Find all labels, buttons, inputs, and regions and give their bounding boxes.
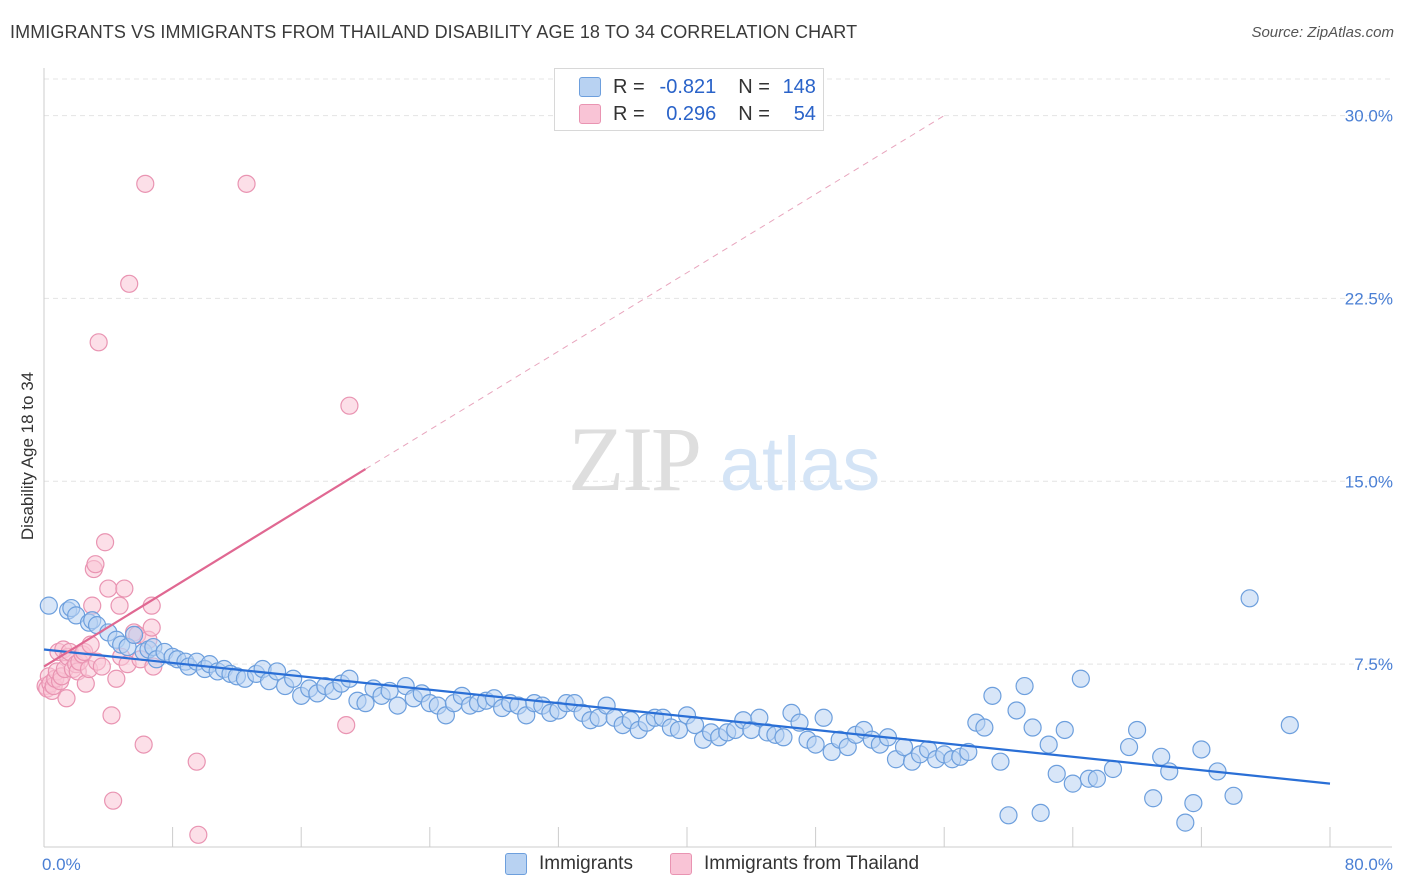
source-label: Source: ZipAtlas.com bbox=[1251, 24, 1394, 41]
watermark: ZIP atlas bbox=[568, 408, 880, 510]
bottom-legend-immigrants: Immigrants bbox=[505, 851, 633, 877]
immigrants-point bbox=[983, 686, 1002, 705]
thailand-point bbox=[142, 618, 161, 637]
thailand-point bbox=[86, 555, 105, 574]
grid-lines bbox=[44, 78, 1392, 665]
legend-row-thailand: R = 0.296 N = 54 bbox=[579, 102, 816, 126]
legend-n-value: 54 bbox=[793, 102, 816, 125]
immigrants-point bbox=[1071, 669, 1090, 688]
immigrants-point bbox=[975, 718, 994, 737]
legend-n-label: N = bbox=[738, 75, 770, 98]
thailand-point bbox=[89, 333, 108, 352]
thailand-point bbox=[57, 689, 76, 708]
immigrants-point bbox=[1103, 759, 1123, 779]
x-tick-label: 0.0% bbox=[42, 855, 81, 874]
legend-r-value: 0.296 bbox=[666, 102, 717, 125]
legend-r-label: R = bbox=[613, 75, 645, 98]
thailand-point bbox=[110, 596, 129, 615]
bottom-legend-swatch-blue bbox=[505, 853, 527, 875]
immigrants-point bbox=[806, 735, 825, 754]
legend-r-value: -0.821 bbox=[659, 75, 717, 98]
x-tick-label: 80.0% bbox=[1345, 855, 1393, 874]
immigrants-point bbox=[750, 708, 769, 727]
y-tick-label: 30.0% bbox=[1345, 107, 1393, 126]
immigrants-point bbox=[1184, 794, 1203, 813]
legend-r-label: R = bbox=[613, 102, 645, 125]
immigrants-point bbox=[1007, 701, 1026, 720]
immigrants-trend-line bbox=[43, 648, 1331, 785]
thailand-point bbox=[337, 715, 356, 735]
immigrants-point bbox=[1119, 737, 1139, 757]
immigrants-point bbox=[1280, 715, 1299, 735]
legend-row-immigrants: R = -0.821 N = 148 bbox=[579, 75, 816, 99]
thailand-point bbox=[134, 735, 153, 754]
chart-title: IMMIGRANTS VS IMMIGRANTS FROM THAILAND D… bbox=[10, 22, 858, 42]
immigrants-point bbox=[356, 694, 375, 713]
thailand-point bbox=[92, 657, 111, 676]
immigrants-point bbox=[1127, 720, 1147, 740]
thailand-point bbox=[99, 579, 118, 598]
thailand-point bbox=[136, 174, 155, 193]
thailand-point bbox=[102, 706, 121, 725]
immigrants-point bbox=[1031, 803, 1050, 822]
thailand-point bbox=[237, 174, 256, 193]
y-tick-label: 22.5% bbox=[1345, 289, 1393, 308]
immigrants-point bbox=[1192, 740, 1211, 759]
bottom-legend-swatch-pink bbox=[670, 853, 692, 875]
immigrants-point bbox=[959, 742, 978, 762]
immigrants-point bbox=[1047, 764, 1066, 783]
immigrants-point bbox=[284, 669, 303, 688]
thailand-point bbox=[115, 579, 134, 598]
correlation-legend: R = -0.821 N = 148 R = 0.296 N = 54 bbox=[554, 68, 824, 131]
axes bbox=[43, 68, 1392, 848]
bottom-legend-thailand: Immigrants from Thailand bbox=[670, 851, 919, 877]
tick-labels: 7.5% 15.0% 22.5% 30.0% 0.0% 80.0% bbox=[42, 107, 1393, 874]
legend-swatch-blue bbox=[579, 77, 601, 97]
immigrants-point bbox=[1055, 720, 1074, 740]
immigrants-point bbox=[388, 696, 407, 715]
immigrants-point bbox=[1087, 769, 1107, 788]
immigrants-point bbox=[1240, 589, 1259, 608]
immigrants-point bbox=[1176, 813, 1195, 832]
immigrants-point bbox=[1015, 676, 1034, 696]
watermark-zip: ZIP bbox=[568, 408, 700, 510]
thailand-point bbox=[104, 791, 123, 810]
thailand-points bbox=[36, 174, 359, 844]
y-tick-label: 7.5% bbox=[1354, 655, 1393, 674]
immigrants-point bbox=[774, 728, 793, 747]
immigrants-point bbox=[124, 625, 144, 644]
immigrants-point bbox=[1039, 735, 1058, 754]
immigrants-point bbox=[1224, 786, 1243, 805]
thailand-point bbox=[95, 533, 115, 552]
thailand-point bbox=[189, 825, 208, 844]
legend-n-value: 148 bbox=[782, 75, 816, 98]
immigrants-point bbox=[814, 708, 833, 727]
thailand-point bbox=[107, 669, 126, 688]
thailand-trend-line bbox=[43, 468, 367, 668]
thailand-trend-extension bbox=[365, 115, 945, 470]
watermark-atlas: atlas bbox=[720, 422, 881, 507]
y-tick-label: 15.0% bbox=[1345, 472, 1393, 491]
immigrants-points bbox=[39, 589, 1299, 832]
bottom-legend-label: Immigrants bbox=[539, 853, 633, 874]
immigrants-point bbox=[39, 596, 58, 615]
immigrants-point bbox=[267, 662, 287, 681]
legend-swatch-pink bbox=[579, 104, 601, 124]
trend-lines bbox=[43, 115, 1331, 785]
immigrants-point bbox=[991, 752, 1010, 771]
immigrants-point bbox=[1144, 789, 1163, 808]
thailand-point bbox=[340, 396, 359, 415]
immigrants-point bbox=[1063, 774, 1082, 793]
immigrants-point bbox=[340, 669, 359, 688]
immigrants-point bbox=[1023, 718, 1042, 737]
y-axis-title: Disability Age 18 to 34 bbox=[18, 371, 37, 541]
thailand-point bbox=[120, 274, 139, 293]
immigrants-point bbox=[999, 806, 1018, 825]
legend-n-label: N = bbox=[738, 102, 770, 125]
bottom-legend-label: Immigrants from Thailand bbox=[704, 853, 920, 874]
thailand-point bbox=[187, 752, 206, 771]
